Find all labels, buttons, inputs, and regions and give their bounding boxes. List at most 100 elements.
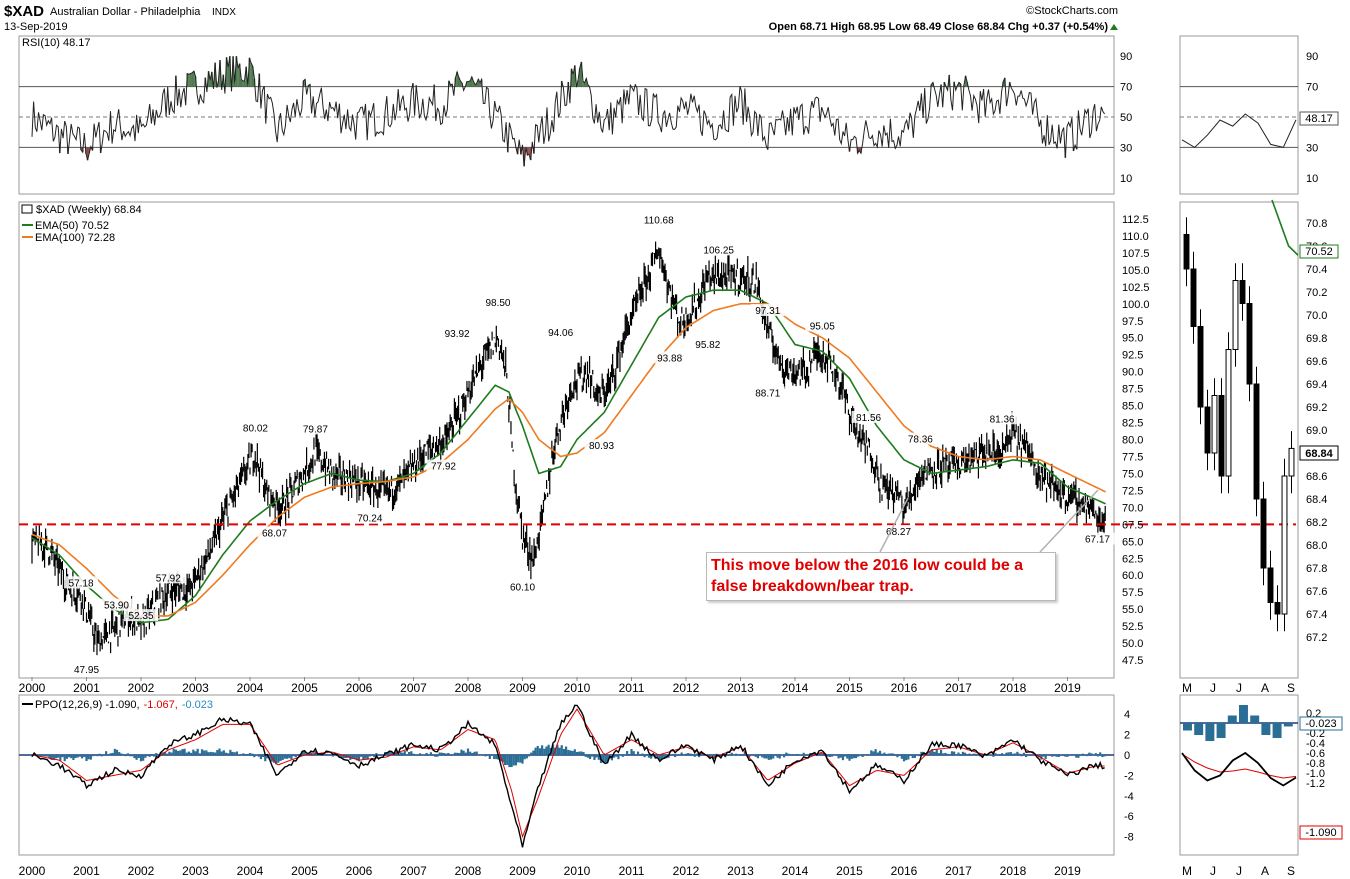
- svg-text:48.17: 48.17: [1305, 113, 1333, 125]
- year-tick-label-bottom: 2012: [673, 864, 700, 878]
- zoom-ppo-histogram-bar: [1239, 705, 1248, 723]
- data-label: 97.31: [755, 306, 780, 317]
- ppo-tick-label: -6: [1124, 811, 1134, 823]
- price-tick-label: 75.0: [1122, 468, 1143, 480]
- ema100-legend: EMA(100) 72.28: [35, 232, 115, 244]
- year-tick-label: 2017: [945, 681, 972, 695]
- rsi-zoom-line: [1181, 113, 1297, 149]
- data-label: 47.95: [74, 665, 99, 676]
- exchange: INDX: [212, 7, 236, 18]
- zoom-candle: [1197, 326, 1204, 408]
- zoom-candle: [1288, 447, 1295, 477]
- annotation-line-1: This move below the 2016 low could be a: [711, 557, 1024, 574]
- price-tick-label: 80.0: [1122, 435, 1143, 447]
- data-label: 57.18: [69, 578, 94, 589]
- zoom-candle: [1218, 395, 1225, 477]
- zoom-price-tick-label: 69.0: [1306, 425, 1327, 437]
- zoom-price-tick-label: 69.6: [1306, 356, 1327, 368]
- year-tick-label-bottom: 2014: [782, 864, 809, 878]
- price-tick-label: 92.5: [1122, 350, 1143, 362]
- year-tick-label-bottom: 2016: [891, 864, 918, 878]
- data-label-bg: [440, 327, 475, 340]
- data-label: 93.92: [445, 329, 470, 340]
- callout-pointer-2016: [879, 497, 909, 553]
- ppo-tick-label: 0: [1124, 750, 1130, 762]
- ppo-signal-line: [31, 708, 1105, 839]
- zoom-ppo-histogram-bar: [1261, 723, 1271, 735]
- zoom-price-tick-label: 70.4: [1306, 264, 1327, 276]
- zoom-month-label-bottom: S: [1287, 864, 1295, 878]
- zoom-candle: [1204, 406, 1211, 454]
- ppo-hist-badge: -0.023: [1299, 716, 1343, 731]
- data-label: 53.90: [104, 601, 129, 612]
- data-label-bg: [99, 598, 134, 611]
- price-tick-label: 82.5: [1122, 418, 1143, 430]
- data-label: 80.93: [589, 441, 614, 452]
- zoom-candle: [1274, 602, 1281, 615]
- ppo-zoom-panel: [1179, 694, 1299, 856]
- price-tick-label: 100.0: [1122, 299, 1150, 311]
- year-tick-label-bottom: 2018: [1000, 864, 1027, 878]
- zoom-ppo-histogram-bar: [1183, 723, 1192, 731]
- price-tick-label: 105.0: [1122, 265, 1150, 277]
- up-arrow-icon: [1110, 24, 1118, 30]
- zoom-candle: [1253, 383, 1260, 500]
- data-label-bg: [1080, 532, 1115, 545]
- year-tick-label: 2003: [182, 681, 209, 695]
- zoom-candle: [1246, 303, 1253, 385]
- ohlc-readout: Open 68.71 High 68.95 Low 68.49 Close 68…: [769, 21, 1109, 33]
- year-tick-label: 2008: [455, 681, 482, 695]
- rsi-tick-label: 90: [1120, 51, 1132, 63]
- price-tick-label: 107.5: [1122, 248, 1150, 260]
- price-tick-label: 95.0: [1122, 333, 1143, 345]
- year-tick-label-bottom: 2002: [128, 864, 155, 878]
- zoom-month-label-bottom: J: [1236, 864, 1242, 878]
- zoom-month-label: A: [1261, 681, 1269, 695]
- svg-text:-1.090: -1.090: [1305, 827, 1336, 839]
- zoom-ppo-tick-label: -1.0: [1306, 768, 1325, 780]
- data-label-bg: [352, 511, 387, 524]
- zoom-price-tick-label: 68.0: [1306, 540, 1327, 552]
- zoom-month-label-bottom: A: [1261, 864, 1269, 878]
- zoom-candle: [1239, 280, 1246, 304]
- annotation-line-2: false breakdown/bear trap.: [711, 578, 914, 595]
- year-tick-label-bottom: 2015: [836, 864, 863, 878]
- data-label: 88.71: [755, 388, 780, 399]
- data-label-bg: [985, 412, 1020, 425]
- data-label-bg: [584, 439, 619, 452]
- data-label-bg: [426, 459, 461, 472]
- year-tick-label-bottom: 2006: [346, 864, 373, 878]
- year-tick-label: 2006: [346, 681, 373, 695]
- data-label: 70.24: [357, 514, 382, 525]
- annotation-callout: This move below the 2016 low could be a …: [706, 552, 1056, 601]
- zoom-price-tick-label: 67.4: [1306, 609, 1327, 621]
- data-label: 68.27: [886, 527, 911, 538]
- zoom-ppo-tick-label: -0.6: [1306, 748, 1325, 760]
- year-tick-label: 2014: [782, 681, 809, 695]
- data-label: 77.92: [431, 462, 456, 473]
- zoom-candle: [1267, 567, 1274, 603]
- price-tick-label: 72.5: [1122, 485, 1143, 497]
- date: 13-Sep-2019: [4, 21, 68, 33]
- data-label-bg: [851, 410, 886, 423]
- ema50-line: [31, 289, 1106, 624]
- price-plot: [19, 241, 1296, 656]
- data-label-bg: [543, 326, 578, 339]
- data-label: 81.56: [856, 413, 881, 424]
- year-tick-label-bottom: 2011: [619, 864, 645, 878]
- data-label: 78.36: [908, 435, 933, 446]
- ppo-tick-label: -2: [1124, 770, 1134, 782]
- rsi-tick-label: 70: [1120, 82, 1132, 94]
- zoom-price-tick-label: 70.8: [1306, 218, 1327, 230]
- zoom-month-label: J: [1210, 681, 1216, 695]
- data-label: 93.88: [657, 353, 682, 364]
- zoom-plots: [1180, 86, 1299, 787]
- price-tick-label: 60.0: [1122, 570, 1143, 582]
- year-tick-label: 2018: [1000, 681, 1027, 695]
- ppo-line: [31, 704, 1105, 848]
- data-label-bg: [505, 580, 540, 593]
- symbol: $XAD: [4, 3, 44, 20]
- price-tick-label: 57.5: [1122, 587, 1143, 599]
